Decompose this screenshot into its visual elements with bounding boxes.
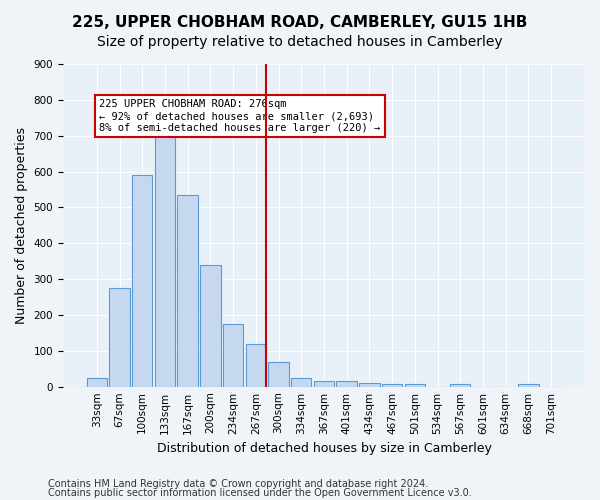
Bar [382, 384, 403, 386]
Bar [86, 378, 107, 386]
Bar [223, 324, 244, 386]
Text: Contains HM Land Registry data © Crown copyright and database right 2024.: Contains HM Land Registry data © Crown c… [48, 479, 428, 489]
Y-axis label: Number of detached properties: Number of detached properties [15, 127, 28, 324]
Bar [109, 288, 130, 386]
Text: Contains public sector information licensed under the Open Government Licence v3: Contains public sector information licen… [48, 488, 472, 498]
Text: 225 UPPER CHOBHAM ROAD: 276sqm
← 92% of detached houses are smaller (2,693)
8% o: 225 UPPER CHOBHAM ROAD: 276sqm ← 92% of … [100, 100, 380, 132]
Bar [359, 383, 380, 386]
Bar [200, 265, 221, 386]
Text: Size of property relative to detached houses in Camberley: Size of property relative to detached ho… [97, 35, 503, 49]
Bar [404, 384, 425, 386]
Bar [132, 175, 152, 386]
Bar [518, 384, 539, 386]
Bar [178, 195, 198, 386]
Text: 225, UPPER CHOBHAM ROAD, CAMBERLEY, GU15 1HB: 225, UPPER CHOBHAM ROAD, CAMBERLEY, GU15… [73, 15, 527, 30]
Bar [291, 378, 311, 386]
Bar [268, 362, 289, 386]
Bar [155, 122, 175, 386]
Bar [450, 384, 470, 386]
Bar [245, 344, 266, 386]
Bar [337, 382, 357, 386]
Bar [314, 382, 334, 386]
X-axis label: Distribution of detached houses by size in Camberley: Distribution of detached houses by size … [157, 442, 491, 455]
